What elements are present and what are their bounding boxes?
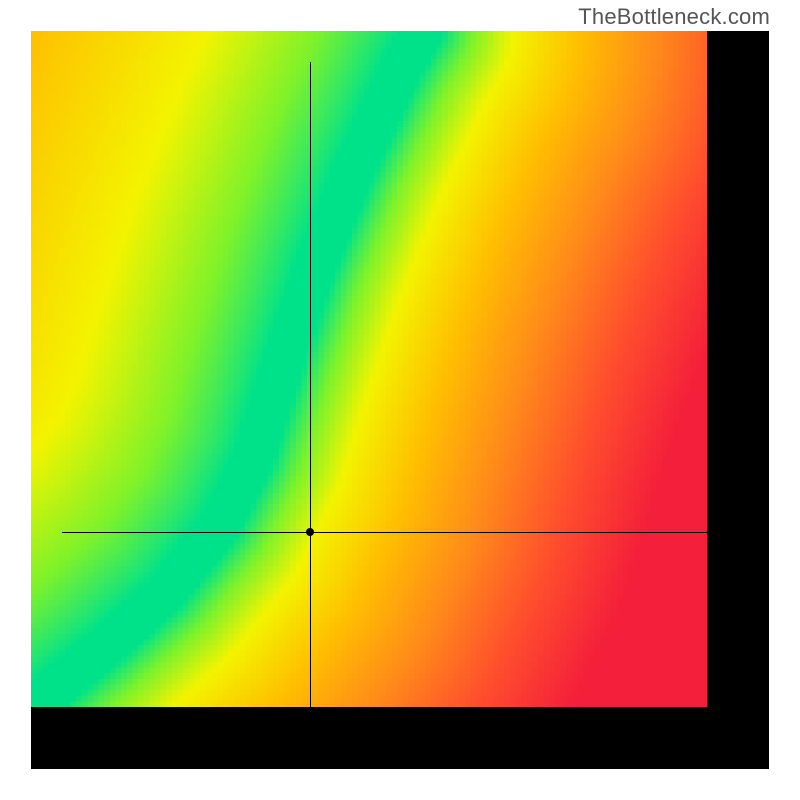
bottleneck-heatmap (31, 31, 707, 707)
crosshair-vertical (310, 62, 311, 738)
watermark-text: TheBottleneck.com (578, 4, 770, 30)
crosshair-horizontal (62, 532, 738, 533)
crosshair-marker (306, 528, 314, 536)
